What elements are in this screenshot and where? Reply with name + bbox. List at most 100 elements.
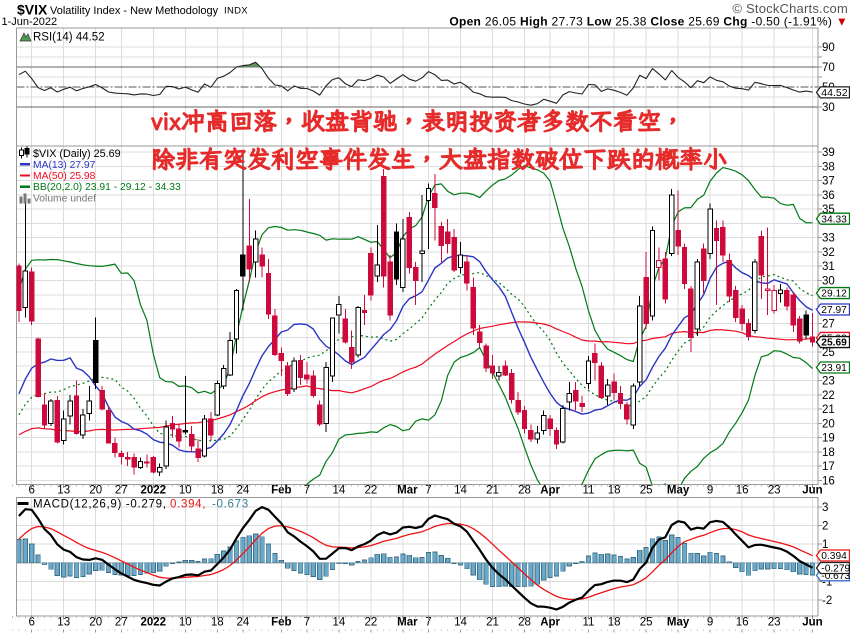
svg-text:22: 22 (365, 485, 378, 497)
svg-text:16: 16 (736, 617, 749, 629)
svg-text:18: 18 (211, 617, 224, 629)
svg-text:-0.279: -0.279 (821, 564, 850, 575)
svg-text:14: 14 (333, 617, 346, 629)
svg-text:9: 9 (707, 617, 713, 629)
svg-text:RSI(14) 44.52: RSI(14) 44.52 (33, 32, 105, 44)
svg-text:18: 18 (211, 485, 224, 497)
svg-text:90: 90 (822, 42, 835, 54)
svg-text:16: 16 (822, 475, 835, 487)
svg-text:1-Jun-2022: 1-Jun-2022 (2, 16, 58, 28)
svg-text:-1: -1 (822, 576, 832, 588)
svg-text:22: 22 (365, 617, 378, 629)
svg-text:36: 36 (822, 190, 835, 202)
svg-text:10: 10 (179, 485, 192, 497)
svg-text:MACD(12,26,9) -0.279,: MACD(12,26,9) -0.279, (33, 499, 167, 511)
svg-text:© StockCharts.com: © StockCharts.com (732, 1, 848, 16)
svg-text:7: 7 (425, 617, 431, 629)
svg-text:18: 18 (822, 447, 835, 459)
svg-text:14: 14 (333, 485, 346, 497)
svg-text:22: 22 (822, 390, 835, 402)
svg-text:7: 7 (304, 485, 310, 497)
svg-text:-0.673: -0.673 (212, 499, 249, 511)
svg-text:18: 18 (608, 485, 621, 497)
svg-text:Apr: Apr (540, 485, 560, 497)
svg-text:33: 33 (822, 233, 835, 245)
svg-text:-0.673: -0.673 (821, 571, 850, 582)
svg-text:21: 21 (486, 617, 499, 629)
svg-text:7: 7 (425, 485, 431, 497)
svg-text:2022: 2022 (141, 485, 167, 497)
svg-text:44.52: 44.52 (821, 87, 847, 99)
svg-text:23: 23 (822, 376, 835, 388)
svg-text:23.91: 23.91 (821, 363, 847, 374)
svg-text:$VIX: $VIX (17, 2, 48, 18)
svg-text:28: 28 (518, 485, 531, 497)
svg-text:17: 17 (822, 461, 835, 473)
svg-text:16: 16 (736, 485, 749, 497)
svg-text:Open 26.05 High 27.73 Low 25.3: Open 26.05 High 27.73 Low 25.38 Close 25… (449, 15, 848, 29)
svg-text:11: 11 (583, 485, 595, 497)
svg-text:19: 19 (822, 433, 835, 445)
svg-text:1: 1 (822, 539, 828, 551)
svg-text:21: 21 (822, 404, 835, 416)
svg-text:Volume undef: Volume undef (33, 194, 96, 205)
svg-text:30: 30 (822, 102, 835, 114)
svg-text:11: 11 (583, 617, 595, 629)
svg-text:37: 37 (822, 176, 835, 188)
svg-text:2: 2 (822, 521, 828, 533)
svg-text:24: 24 (237, 617, 250, 629)
svg-text:3: 3 (822, 502, 828, 514)
svg-text:20: 20 (89, 485, 102, 497)
svg-text:24: 24 (237, 485, 250, 497)
svg-text:27: 27 (115, 617, 128, 629)
svg-text:39: 39 (822, 147, 835, 159)
svg-text:30: 30 (822, 276, 835, 288)
svg-text:23: 23 (768, 617, 781, 629)
svg-text:Jun: Jun (802, 617, 822, 629)
svg-text:25: 25 (640, 617, 653, 629)
svg-text:25: 25 (640, 485, 653, 497)
svg-text:May: May (667, 617, 690, 629)
svg-text:25: 25 (822, 347, 835, 359)
svg-text:14: 14 (454, 485, 467, 497)
svg-text:Feb: Feb (271, 485, 291, 497)
svg-text:18: 18 (608, 617, 621, 629)
svg-text:Jun: Jun (802, 485, 822, 497)
svg-text:-2: -2 (822, 595, 832, 607)
svg-text:BB(20,2.0) 23.91 - 29.12 - 34.: BB(20,2.0) 23.91 - 29.12 - 34.33 (33, 182, 181, 193)
svg-text:27: 27 (115, 485, 128, 497)
svg-text:10: 10 (179, 617, 192, 629)
svg-text:31: 31 (822, 261, 835, 273)
svg-text:34.33: 34.33 (821, 214, 847, 225)
svg-text:70: 70 (822, 62, 835, 74)
svg-text:7: 7 (304, 617, 310, 629)
svg-text:6: 6 (28, 485, 34, 497)
svg-text:MA(13) 27.97: MA(13) 27.97 (33, 160, 96, 171)
svg-text:29.12: 29.12 (821, 289, 847, 300)
svg-text:May: May (667, 485, 690, 497)
svg-text:2022: 2022 (141, 617, 167, 629)
svg-text:28: 28 (518, 617, 531, 629)
svg-text:INDX: INDX (224, 6, 248, 17)
svg-text:32: 32 (822, 247, 835, 259)
svg-text:20: 20 (89, 617, 102, 629)
svg-text:38: 38 (822, 161, 835, 173)
svg-text:0.394: 0.394 (821, 551, 847, 562)
svg-text:14: 14 (454, 617, 467, 629)
svg-text:23: 23 (768, 485, 781, 497)
svg-text:9: 9 (707, 485, 713, 497)
svg-text:25.69: 25.69 (821, 338, 847, 349)
svg-text:13: 13 (57, 485, 70, 497)
svg-text:Feb: Feb (271, 617, 291, 629)
svg-text:Mar: Mar (397, 485, 418, 497)
svg-text:20: 20 (822, 418, 835, 430)
svg-text:13: 13 (57, 617, 70, 629)
svg-text:0.394,: 0.394, (170, 499, 206, 511)
svg-text:Mar: Mar (397, 617, 418, 629)
svg-text:MA(50) 25.98: MA(50) 25.98 (33, 171, 96, 182)
svg-text:21: 21 (486, 485, 499, 497)
svg-text:6: 6 (28, 617, 34, 629)
svg-text:Volatility Index - New Methodo: Volatility Index - New Methodology (50, 5, 219, 17)
svg-text:$VIX (Daily) 25.69: $VIX (Daily) 25.69 (33, 148, 121, 160)
svg-text:Apr: Apr (540, 617, 560, 629)
